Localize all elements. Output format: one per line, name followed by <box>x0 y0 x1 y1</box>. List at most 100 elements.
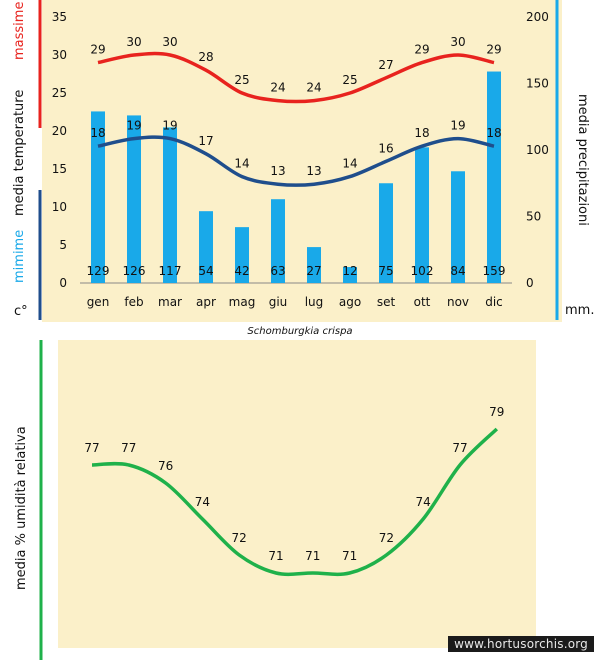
precipitation-bar <box>343 267 357 283</box>
minime-data-label: 19 <box>162 119 177 133</box>
month-tick-label: mar <box>158 295 182 309</box>
massime-data-label: 30 <box>450 35 465 49</box>
humidity-axis-title: media % umidità relativa <box>14 426 29 590</box>
bottom-chart: 77 77 76 74 72 71 71 71 72 74 77 79 <box>84 405 504 577</box>
minime-data-label: 14 <box>342 157 357 171</box>
bottom-chart-panel <box>58 340 536 648</box>
humidity-data-label: 74 <box>195 495 210 509</box>
precipitation-data-label: 84 <box>450 264 465 278</box>
precipitation-data-label: 102 <box>411 264 434 278</box>
top-chart: 0 5 10 15 20 25 30 35 0 50 100 150 200 gen feb mar apr ma… <box>52 10 549 309</box>
month-tick-label: dic <box>485 295 503 309</box>
precipitation-bar <box>235 227 249 283</box>
precipitation-data-label: 129 <box>87 264 110 278</box>
humidity-data-label: 71 <box>268 549 283 563</box>
humidity-data-label: 77 <box>84 441 99 455</box>
massime-data-label: 29 <box>90 43 105 57</box>
minime-data-label: 17 <box>198 134 213 148</box>
precipitation-bar <box>487 71 501 283</box>
precipitation-bar <box>163 127 177 283</box>
humidity-data-label: 71 <box>305 549 320 563</box>
precipitation-axis-title: media precipitazioni <box>575 94 590 226</box>
precipitation-bar <box>127 115 141 283</box>
minime-data-label: 16 <box>378 141 393 155</box>
minime-data-label: 18 <box>414 126 429 140</box>
month-tick-label: mag <box>229 295 256 309</box>
precipitation-bar <box>91 111 105 284</box>
massime-data-label: 30 <box>162 35 177 49</box>
right-tick-label: 200 <box>526 10 549 24</box>
minime-data-label: 18 <box>486 126 501 140</box>
minime-data-label: 18 <box>90 126 105 140</box>
left-tick-label: 10 <box>52 200 67 214</box>
left-tick-label: 5 <box>59 238 67 252</box>
precipitation-unit: mm. <box>565 303 595 318</box>
humidity-data-label: 72 <box>379 531 394 545</box>
humidity-data-label: 72 <box>232 531 247 545</box>
massime-data-label: 25 <box>342 73 357 87</box>
minime-line <box>97 135 495 187</box>
minime-data-label: 13 <box>306 164 321 178</box>
precipitation-data-label: 12 <box>342 264 357 278</box>
massime-data-label: 25 <box>234 73 249 87</box>
month-tick-label: ago <box>339 295 361 309</box>
left-tick-label: 0 <box>59 276 67 290</box>
right-tick-label: 150 <box>526 77 549 91</box>
month-tick-label: lug <box>305 295 324 309</box>
massime-line <box>97 51 495 104</box>
massime-data-label: 29 <box>414 43 429 57</box>
massime-data-label: 30 <box>126 35 141 49</box>
precipitation-bar <box>451 171 465 283</box>
right-tick-label: 0 <box>526 276 534 290</box>
precipitation-bar <box>199 211 213 283</box>
humidity-data-label: 74 <box>416 495 431 509</box>
month-tick-label: feb <box>124 295 143 309</box>
left-tick-label: 15 <box>52 162 67 176</box>
massime-data-label: 27 <box>378 58 393 72</box>
precipitation-data-label: 27 <box>306 264 321 278</box>
temperature-axis-title: media temperature <box>12 89 27 216</box>
precipitation-data-label: 159 <box>483 264 506 278</box>
month-tick-label: ott <box>414 295 431 309</box>
precipitation-bar <box>415 147 429 283</box>
humidity-data-label: 71 <box>342 549 357 563</box>
humidity-line <box>91 427 499 577</box>
precipitation-bar <box>379 183 393 283</box>
minime-data-label: 19 <box>450 119 465 133</box>
left-tick-label: 35 <box>52 10 67 24</box>
species-subtitle: Schomburgkia crispa <box>247 326 353 337</box>
humidity-data-label: 76 <box>158 459 173 473</box>
month-tick-label: gen <box>87 295 110 309</box>
right-tick-label: 100 <box>526 143 549 157</box>
humidity-data-label: 77 <box>121 441 136 455</box>
massime-data-label: 24 <box>306 81 321 95</box>
left-tick-label: 20 <box>52 124 67 138</box>
precipitation-data-label: 54 <box>198 264 213 278</box>
month-tick-label: giu <box>269 295 288 309</box>
precipitation-bar <box>307 247 321 283</box>
precipitation-data-label: 126 <box>123 264 146 278</box>
precipitation-data-label: 63 <box>270 264 285 278</box>
month-tick-label: set <box>377 295 396 309</box>
precipitation-data-label: 42 <box>234 264 249 278</box>
massime-data-label: 29 <box>486 43 501 57</box>
precipitation-data-label: 75 <box>378 264 393 278</box>
month-tick-label: nov <box>447 295 469 309</box>
humidity-data-label: 77 <box>452 441 467 455</box>
minime-label: mimime <box>12 229 27 283</box>
website-watermark: www.hortusorchis.org <box>448 636 594 652</box>
minime-data-label: 13 <box>270 164 285 178</box>
humidity-data-label: 79 <box>489 405 504 419</box>
precipitation-data-label: 117 <box>159 264 182 278</box>
massime-data-label: 28 <box>198 50 213 64</box>
precipitation-bar <box>271 199 285 283</box>
left-tick-label: 25 <box>52 86 67 100</box>
temperature-unit: c° <box>14 304 28 319</box>
massime-data-label: 24 <box>270 81 285 95</box>
month-tick-label: apr <box>196 295 216 309</box>
massime-label: massime <box>12 1 27 60</box>
minime-data-label: 14 <box>234 157 249 171</box>
minime-data-label: 19 <box>126 119 141 133</box>
right-tick-label: 50 <box>526 210 541 224</box>
